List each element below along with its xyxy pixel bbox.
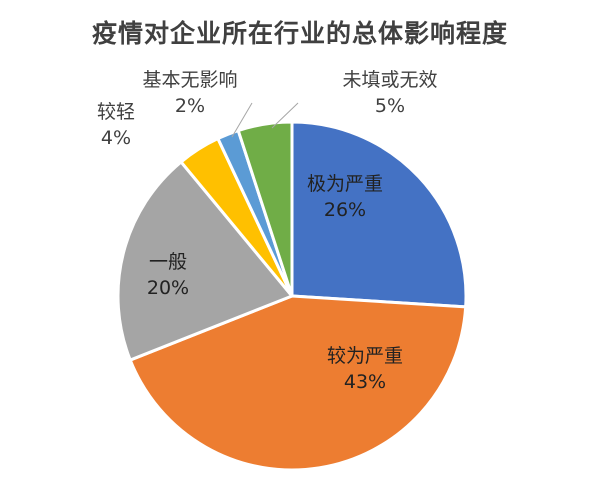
leader-line	[231, 102, 253, 138]
slice-value-label: 26%	[324, 199, 366, 221]
slice-value-label: 20%	[147, 277, 189, 299]
slice-label: 未填或无效	[342, 69, 437, 91]
pie-slice-2	[128, 294, 468, 472]
slice-label: 一般	[149, 251, 187, 273]
chart-title: 疫情对企业所在行业的总体影响程度	[91, 19, 508, 48]
slice-label: 极为严重	[307, 173, 383, 195]
leader-line	[271, 102, 299, 129]
slice-label: 基本无影响	[142, 69, 237, 91]
slice-label: 较为严重	[327, 345, 403, 367]
pie-slice-6	[236, 120, 294, 297]
pie-slice-1	[290, 120, 468, 309]
slice-value-label: 4%	[101, 127, 131, 149]
pie-slice-3	[116, 159, 295, 363]
slice-label: 较轻	[97, 101, 135, 123]
slice-value-label: 5%	[375, 95, 405, 117]
slice-value-label: 2%	[175, 95, 205, 117]
slice-value-label: 43%	[344, 371, 386, 393]
